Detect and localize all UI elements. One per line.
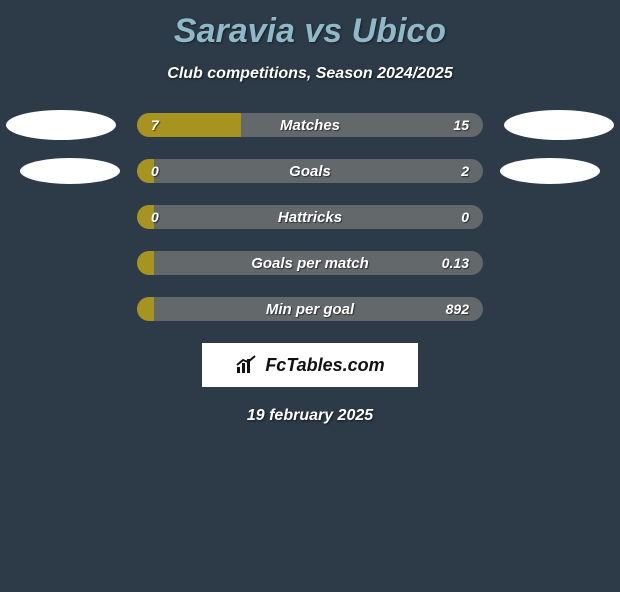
- subtitle: Club competitions, Season 2024/2025: [0, 65, 620, 83]
- bar-right-segment: [154, 159, 483, 183]
- logo-text: FcTables.com: [265, 355, 384, 376]
- stat-row: Goals per match 0.13: [0, 251, 620, 275]
- stat-row: 0 Goals 2: [0, 159, 620, 183]
- stat-row: 0 Hattricks 0: [0, 205, 620, 229]
- stat-row: Min per goal 892: [0, 297, 620, 321]
- stat-bar: 7 Matches 15: [137, 113, 483, 137]
- stat-bar: Goals per match 0.13: [137, 251, 483, 275]
- bar-left-segment: [137, 251, 154, 275]
- date-text: 19 february 2025: [0, 407, 620, 425]
- stat-bar: 0 Goals 2: [137, 159, 483, 183]
- player-marker-left: [20, 158, 120, 184]
- bar-left-segment: [137, 113, 241, 137]
- player-marker-right: [504, 110, 614, 140]
- bar-left-segment: [137, 297, 154, 321]
- stat-bar: Min per goal 892: [137, 297, 483, 321]
- chart-icon: [235, 355, 259, 375]
- comparison-chart: 7 Matches 15 0 Goals 2 0 Hattricks 0: [0, 113, 620, 321]
- player-marker-left: [6, 110, 116, 140]
- stat-bar: 0 Hattricks 0: [137, 205, 483, 229]
- bar-right-segment: [241, 113, 483, 137]
- bar-left-segment: [137, 159, 154, 183]
- logo[interactable]: FcTables.com: [202, 343, 418, 387]
- bar-left-segment: [137, 205, 154, 229]
- bar-right-segment: [154, 297, 483, 321]
- stat-row: 7 Matches 15: [0, 113, 620, 137]
- page-title: Saravia vs Ubico: [0, 12, 620, 51]
- bar-right-segment: [154, 251, 483, 275]
- player-marker-right: [500, 158, 600, 184]
- bar-right-segment: [154, 205, 483, 229]
